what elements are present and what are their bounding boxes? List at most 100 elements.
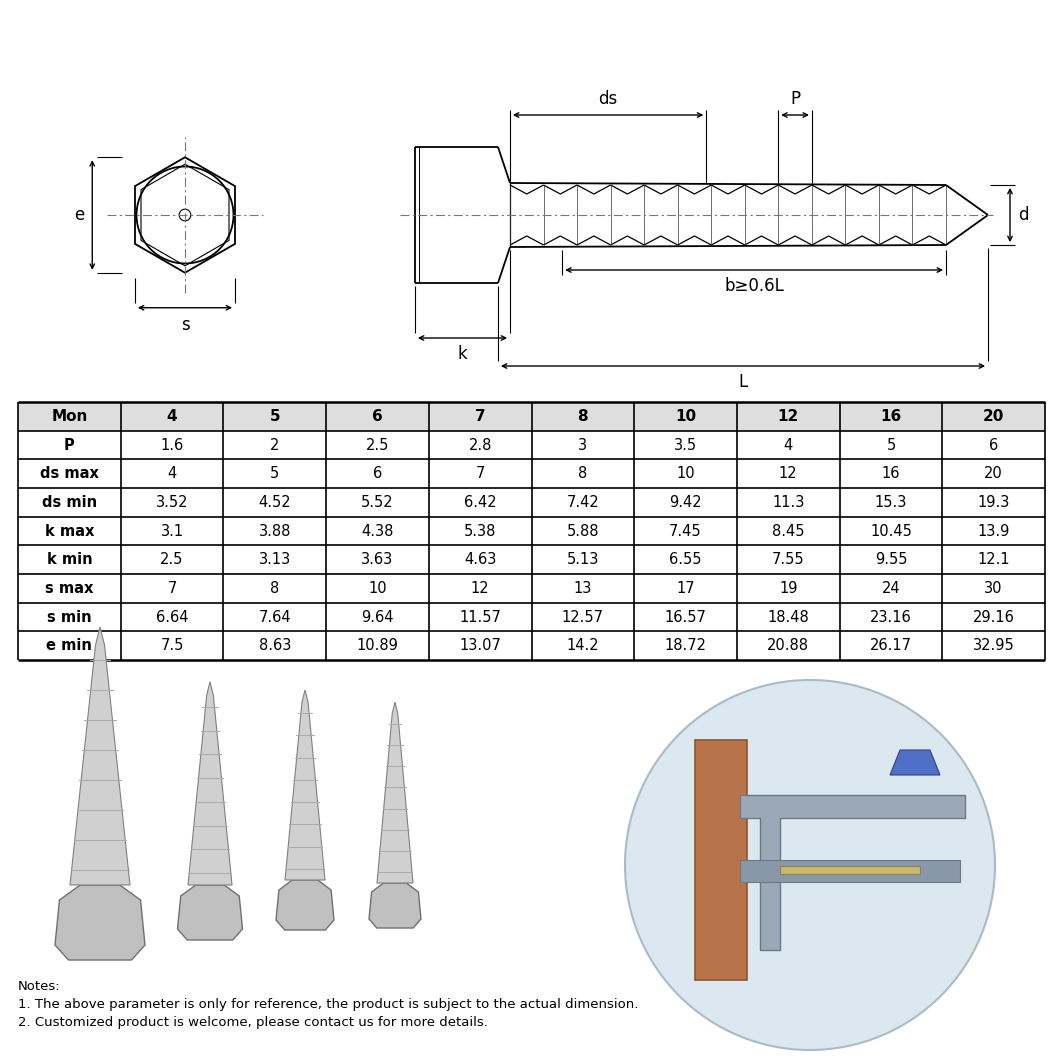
Bar: [0, 665, 1060, 1060]
Text: 10.45: 10.45: [870, 524, 912, 538]
Text: 8.63: 8.63: [259, 638, 290, 653]
Text: 16.57: 16.57: [665, 610, 706, 624]
Text: 7: 7: [167, 581, 177, 596]
Text: Mon: Mon: [51, 409, 88, 424]
Text: 13.07: 13.07: [459, 638, 501, 653]
Polygon shape: [740, 860, 960, 882]
Text: 2: 2: [270, 438, 280, 453]
Text: ds: ds: [599, 90, 618, 108]
Text: 24: 24: [882, 581, 900, 596]
Text: 18.48: 18.48: [767, 610, 809, 624]
Text: Notes:: Notes:: [18, 980, 60, 993]
Polygon shape: [70, 628, 130, 885]
Text: 7.5: 7.5: [160, 638, 183, 653]
Text: 4: 4: [166, 409, 177, 424]
Text: 1.6: 1.6: [160, 438, 183, 453]
Text: 4.52: 4.52: [259, 495, 292, 510]
Text: 9.42: 9.42: [669, 495, 702, 510]
Text: 2. Customized product is welcome, please contact us for more details.: 2. Customized product is welcome, please…: [18, 1015, 488, 1029]
Text: ds max: ds max: [40, 466, 99, 481]
Text: 6.55: 6.55: [669, 552, 702, 567]
Polygon shape: [188, 682, 232, 885]
Bar: [18, 402, 1045, 430]
Text: 5: 5: [270, 466, 280, 481]
Text: 2.5: 2.5: [160, 552, 183, 567]
Polygon shape: [276, 880, 334, 930]
Polygon shape: [177, 885, 243, 940]
Text: 19.3: 19.3: [977, 495, 1010, 510]
Text: 7: 7: [475, 409, 485, 424]
Bar: [780, 866, 920, 874]
Polygon shape: [377, 702, 413, 883]
Text: 29.16: 29.16: [973, 610, 1014, 624]
Polygon shape: [740, 795, 965, 950]
Text: 9.55: 9.55: [874, 552, 907, 567]
Text: 30: 30: [985, 581, 1003, 596]
Text: 5: 5: [886, 438, 896, 453]
Text: 10.89: 10.89: [356, 638, 399, 653]
Text: 15.3: 15.3: [874, 495, 907, 510]
Polygon shape: [890, 750, 940, 775]
Text: 5.88: 5.88: [567, 524, 599, 538]
Polygon shape: [285, 690, 325, 880]
Text: 12: 12: [778, 409, 799, 424]
Text: 12: 12: [779, 466, 797, 481]
Text: 23.16: 23.16: [870, 610, 912, 624]
Text: 4: 4: [783, 438, 793, 453]
Text: 10: 10: [675, 409, 696, 424]
Text: 1. The above parameter is only for reference, the product is subject to the actu: 1. The above parameter is only for refer…: [18, 999, 638, 1011]
Text: 8: 8: [270, 581, 280, 596]
Text: 2.8: 2.8: [469, 438, 492, 453]
Text: 20: 20: [983, 409, 1004, 424]
Text: d: d: [1018, 206, 1028, 224]
Text: 10: 10: [676, 466, 695, 481]
Text: e min: e min: [47, 638, 92, 653]
Text: k min: k min: [47, 552, 92, 567]
Text: L: L: [739, 373, 747, 391]
Text: 12: 12: [471, 581, 490, 596]
Text: 7.45: 7.45: [669, 524, 702, 538]
Text: 11.57: 11.57: [459, 610, 501, 624]
Text: 14.2: 14.2: [566, 638, 599, 653]
Text: b≥0.6L: b≥0.6L: [724, 277, 784, 295]
Text: s: s: [180, 316, 190, 334]
Text: 11.3: 11.3: [772, 495, 805, 510]
Text: 5.38: 5.38: [464, 524, 496, 538]
Text: 3.88: 3.88: [259, 524, 290, 538]
Text: 18.72: 18.72: [665, 638, 707, 653]
Text: ds min: ds min: [41, 495, 96, 510]
Text: 6: 6: [989, 438, 999, 453]
Text: 5.13: 5.13: [567, 552, 599, 567]
Text: 13.9: 13.9: [977, 524, 1010, 538]
Text: 6: 6: [373, 466, 382, 481]
Text: 4: 4: [167, 466, 177, 481]
Text: 9.64: 9.64: [361, 610, 393, 624]
Text: 6: 6: [372, 409, 383, 424]
Text: 26.17: 26.17: [870, 638, 912, 653]
Text: 13: 13: [573, 581, 593, 596]
Text: s max: s max: [46, 581, 93, 596]
Bar: [695, 740, 747, 981]
Text: 7.55: 7.55: [772, 552, 805, 567]
Text: 6.64: 6.64: [156, 610, 189, 624]
Text: 7.42: 7.42: [566, 495, 599, 510]
Text: 7.64: 7.64: [259, 610, 292, 624]
Text: 16: 16: [882, 466, 900, 481]
Text: 12.57: 12.57: [562, 610, 604, 624]
Text: 3.52: 3.52: [156, 495, 189, 510]
Text: 20.88: 20.88: [767, 638, 809, 653]
Text: 16: 16: [880, 409, 902, 424]
Text: 10: 10: [368, 581, 387, 596]
Text: 3.5: 3.5: [674, 438, 697, 453]
Text: 17: 17: [676, 581, 695, 596]
Polygon shape: [369, 883, 421, 928]
Circle shape: [625, 681, 995, 1050]
Text: k: k: [458, 344, 467, 363]
Text: 8: 8: [578, 466, 587, 481]
Text: 20: 20: [985, 466, 1003, 481]
Text: 3.63: 3.63: [361, 552, 393, 567]
Text: P: P: [64, 438, 74, 453]
Text: e: e: [74, 206, 84, 224]
Text: 2.5: 2.5: [366, 438, 389, 453]
Text: 3.1: 3.1: [160, 524, 183, 538]
